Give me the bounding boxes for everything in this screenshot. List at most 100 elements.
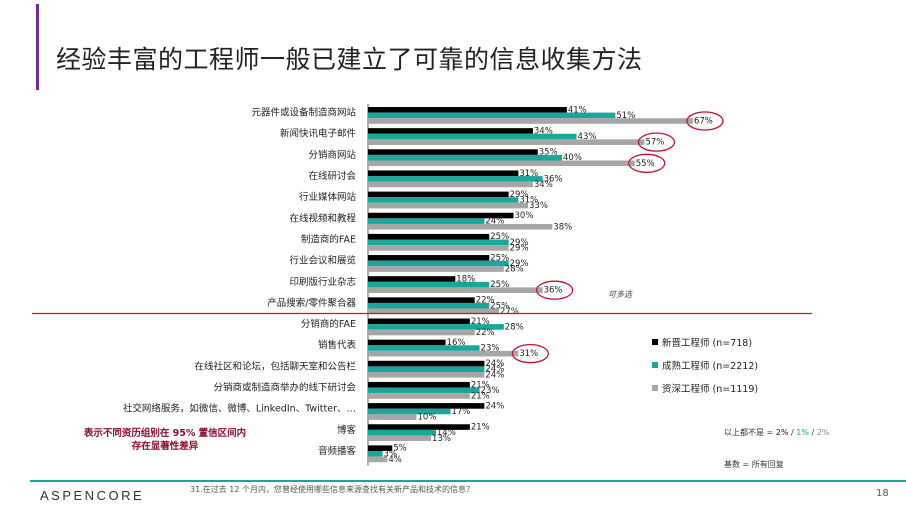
data-label: 3% xyxy=(384,449,398,459)
data-label: 51% xyxy=(616,111,635,121)
bar xyxy=(368,266,504,272)
highlight-circle xyxy=(511,343,549,364)
data-label: 24% xyxy=(485,217,504,227)
data-label: 57% xyxy=(645,138,664,148)
category-label: 新闻快讯电子邮件 xyxy=(280,128,357,140)
bar xyxy=(368,181,533,188)
bar xyxy=(368,118,693,124)
data-label: 30% xyxy=(515,211,534,221)
significance-note: 表示不同资历组别在 95% 置信区间内 存在显著性差异 xyxy=(60,427,270,453)
data-label: 17% xyxy=(451,407,470,417)
legend-label-senior: 资深工程师 (n=1119) xyxy=(662,383,759,395)
none-of-above-novice: 2% xyxy=(775,428,789,437)
bar xyxy=(368,139,645,145)
bar xyxy=(368,154,562,161)
data-label: 67% xyxy=(694,117,713,127)
data-label: 55% xyxy=(636,159,655,169)
bar xyxy=(368,202,529,209)
bar xyxy=(368,223,553,230)
data-label: 10% xyxy=(418,413,437,423)
category-label: 音频播客 xyxy=(318,445,357,457)
bar xyxy=(368,360,485,367)
bar xyxy=(368,160,635,167)
data-label: 28% xyxy=(505,322,524,332)
data-label: 36% xyxy=(544,174,563,184)
bar xyxy=(368,287,543,293)
bar xyxy=(368,276,456,282)
bar xyxy=(368,435,432,442)
category-label: 元器件或设备制造商网站 xyxy=(251,107,356,119)
bar xyxy=(368,366,485,372)
bar xyxy=(368,128,533,134)
data-label: 31% xyxy=(519,196,538,206)
base-note: 基数 = 所有回复 xyxy=(724,460,784,469)
bar xyxy=(368,424,470,430)
bar xyxy=(368,245,509,251)
legend-swatch-novice xyxy=(652,338,658,345)
data-label: 25% xyxy=(490,301,509,311)
none-of-above-mature: 1% xyxy=(796,428,809,437)
data-label: 22% xyxy=(476,328,495,338)
bar xyxy=(368,239,509,246)
bar xyxy=(368,112,616,119)
bar xyxy=(368,281,490,288)
legend-label-novice: 新晋工程师 (n=718) xyxy=(662,337,753,349)
category-label: 在线研讨会 xyxy=(308,170,356,182)
category-label: 在线社区和论坛，包括聊天室和公告栏 xyxy=(194,360,356,372)
legend-label-mature: 成熟工程师 (n=2212) xyxy=(662,360,759,372)
none-of-above-note: 以上都不是 = 2% / 1% / 2% xyxy=(724,428,830,437)
bar xyxy=(368,176,543,182)
data-label: 31% xyxy=(519,349,538,359)
bar xyxy=(368,302,490,309)
aspencore-logo: ASPENCORE xyxy=(40,488,145,503)
significance-note-line1: 表示不同资历组别在 95% 置信区间内 xyxy=(83,428,247,439)
data-label: 21% xyxy=(471,423,490,433)
legend-swatch-senior xyxy=(652,384,658,391)
highlight-circle xyxy=(628,153,666,173)
data-label: 29% xyxy=(510,190,529,200)
data-label: 14% xyxy=(437,428,456,438)
data-label: 21% xyxy=(471,380,490,390)
data-label: 38% xyxy=(553,222,572,232)
multi-select-note: 可多选 xyxy=(608,290,632,299)
data-label: 29% xyxy=(510,259,529,269)
data-label: 25% xyxy=(490,232,509,242)
data-label: 5% xyxy=(393,444,407,454)
page-number: 18 xyxy=(876,488,889,499)
category-label: 分销商的FAE xyxy=(301,318,356,330)
category-label: 销售代表 xyxy=(318,339,357,351)
bar xyxy=(368,451,383,457)
data-label: 34% xyxy=(534,180,553,190)
legend-item-mature: 成熟工程师 (n=2212) xyxy=(652,353,758,376)
legend-item-novice: 新晋工程师 (n=718) xyxy=(652,330,758,353)
category-label: 社交网络服务，如微信、微博、LinkedIn、Twitter、… xyxy=(123,403,356,415)
data-label: 34% xyxy=(534,126,553,136)
category-label: 分销商网站 xyxy=(308,149,356,161)
none-of-above-prefix: 以上都不是 = xyxy=(724,428,776,437)
data-label: 25% xyxy=(490,253,509,263)
data-label: 43% xyxy=(578,132,597,142)
none-of-above-senior: 2% xyxy=(816,428,830,437)
data-label: 13% xyxy=(432,434,451,444)
bar xyxy=(368,133,577,140)
bar xyxy=(368,445,393,451)
title-accent-bar xyxy=(36,4,39,90)
bar xyxy=(368,297,475,303)
bar xyxy=(368,149,538,155)
data-label: 40% xyxy=(563,153,582,163)
data-label: 23% xyxy=(481,344,500,354)
bar xyxy=(368,218,485,224)
bar xyxy=(368,318,470,325)
highlight-circle xyxy=(535,280,574,300)
data-label: 28% xyxy=(505,265,524,275)
bar xyxy=(368,414,417,420)
bar xyxy=(368,387,480,394)
bar xyxy=(368,429,436,436)
bar xyxy=(368,308,499,315)
footer-divider xyxy=(30,480,906,482)
bar xyxy=(368,403,485,409)
data-label: 29% xyxy=(510,238,529,248)
category-label: 制造商的FAE xyxy=(301,233,356,245)
data-label: 35% xyxy=(539,148,558,158)
bar xyxy=(368,170,519,177)
